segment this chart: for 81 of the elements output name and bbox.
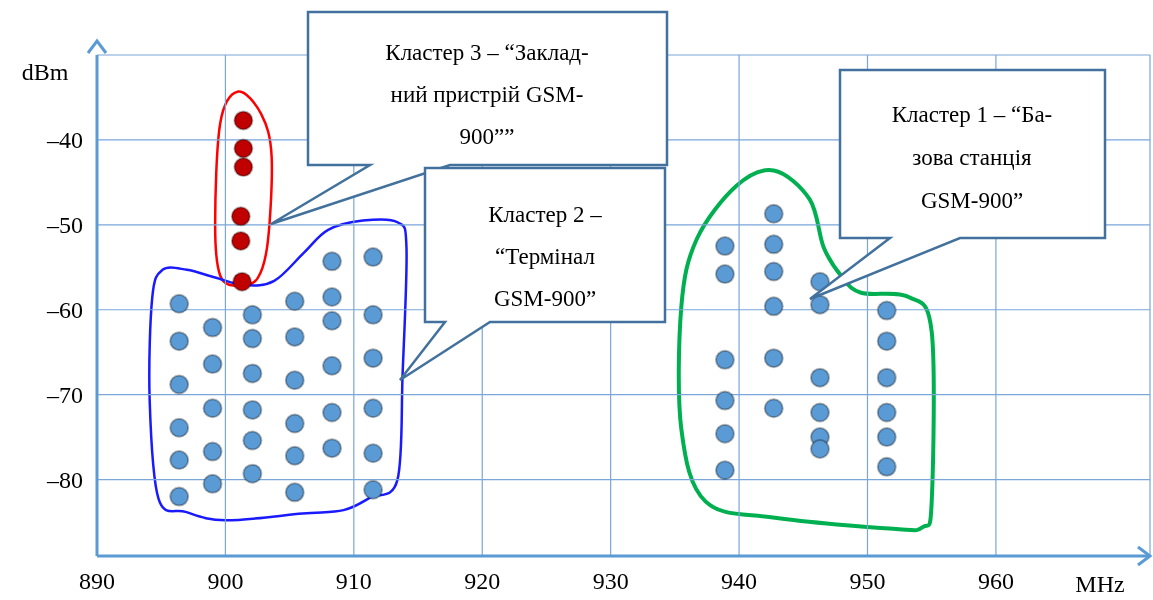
point <box>202 354 223 375</box>
y-axis-title: dBm <box>21 59 69 85</box>
x-tick-label: 930 <box>592 568 629 595</box>
point <box>169 331 190 352</box>
point <box>202 317 223 338</box>
annotation: Кластер 3 – “Заклад- ний пристрій GSM- 900”” <box>385 40 589 149</box>
point <box>284 291 305 312</box>
point <box>322 355 342 376</box>
x-tick-label: 940 <box>721 568 758 595</box>
point <box>169 374 190 395</box>
point <box>763 348 784 369</box>
point <box>714 264 735 285</box>
point <box>242 328 263 349</box>
point <box>876 331 897 352</box>
point <box>809 367 830 388</box>
point <box>363 398 384 419</box>
y-tick-label: –60 <box>46 297 83 324</box>
point <box>714 460 735 481</box>
point <box>809 294 830 315</box>
y-tick-label: –50 <box>46 212 83 239</box>
annotation: Кластер 1 – “Ба- зова станція GSM-900” <box>891 102 1053 213</box>
point <box>763 261 784 282</box>
point <box>242 430 263 451</box>
point <box>714 236 735 257</box>
point <box>363 247 384 268</box>
y-tick-label: –70 <box>46 382 83 409</box>
point <box>169 293 190 314</box>
y-tick-label: –80 <box>46 467 83 494</box>
point <box>169 417 190 438</box>
point <box>322 287 342 308</box>
point <box>284 413 305 434</box>
point <box>714 349 735 370</box>
point <box>876 300 897 321</box>
point <box>322 402 342 423</box>
point <box>322 251 342 272</box>
point <box>202 441 223 462</box>
point <box>284 482 305 503</box>
y-tick-label: –40 <box>46 127 83 154</box>
x-tick-label: 920 <box>464 568 501 595</box>
point <box>714 423 735 444</box>
point <box>284 445 305 466</box>
point <box>202 473 223 494</box>
point <box>363 348 384 369</box>
point <box>284 370 305 391</box>
x-tick-label: 900 <box>207 568 244 595</box>
point <box>233 157 254 178</box>
point <box>763 296 784 317</box>
point <box>876 456 897 477</box>
point <box>242 363 263 384</box>
point <box>230 206 251 227</box>
point <box>322 310 342 331</box>
point <box>202 398 223 419</box>
point <box>809 439 830 460</box>
point <box>876 427 897 448</box>
point <box>363 479 384 500</box>
x-tick-label: 910 <box>335 568 372 595</box>
point <box>763 203 784 224</box>
point <box>363 304 384 325</box>
x-tick-label: 960 <box>977 568 1014 595</box>
point <box>763 234 784 255</box>
x-tick-label: 950 <box>849 568 886 595</box>
point <box>233 138 254 159</box>
point <box>876 402 897 423</box>
point <box>809 402 830 423</box>
annotation: Кластер 2 – “Термінал GSM-900” <box>488 202 603 311</box>
x-axis-title: MHz <box>1075 571 1125 597</box>
point <box>322 438 342 459</box>
point <box>233 110 254 131</box>
point <box>242 399 263 420</box>
point <box>232 271 253 292</box>
point <box>714 390 735 411</box>
point <box>363 443 384 464</box>
point <box>876 367 897 388</box>
point <box>169 486 190 507</box>
point <box>284 326 305 347</box>
point <box>242 463 263 484</box>
point <box>230 230 251 251</box>
point <box>763 398 784 419</box>
point <box>242 304 263 325</box>
point <box>169 450 190 471</box>
x-tick-label: 890 <box>79 568 115 595</box>
